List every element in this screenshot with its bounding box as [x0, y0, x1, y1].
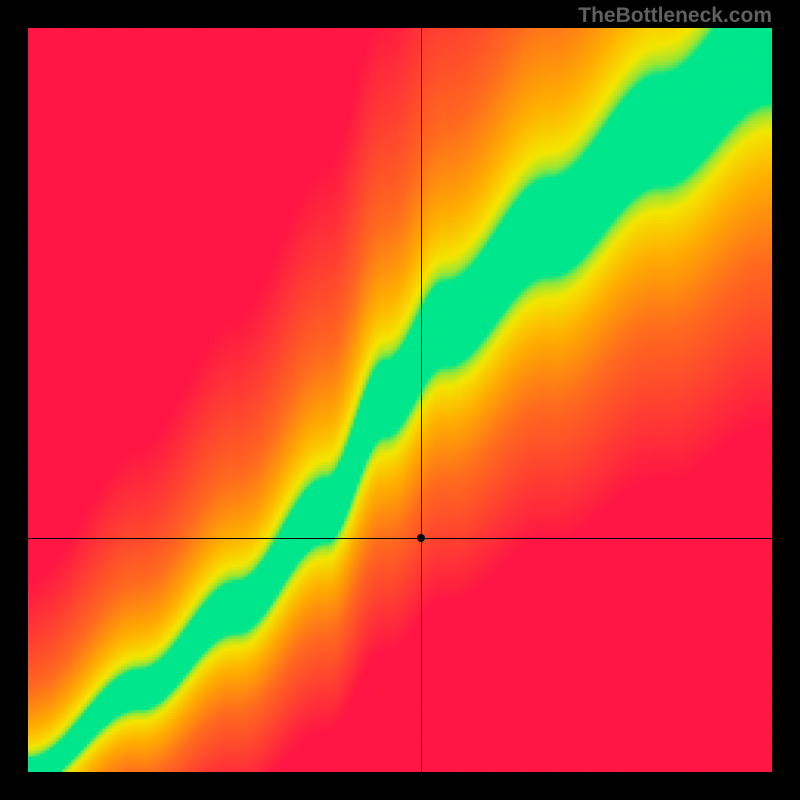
watermark-text: TheBottleneck.com — [578, 4, 772, 28]
heatmap-plot — [28, 28, 772, 772]
heatmap-canvas — [28, 28, 772, 772]
